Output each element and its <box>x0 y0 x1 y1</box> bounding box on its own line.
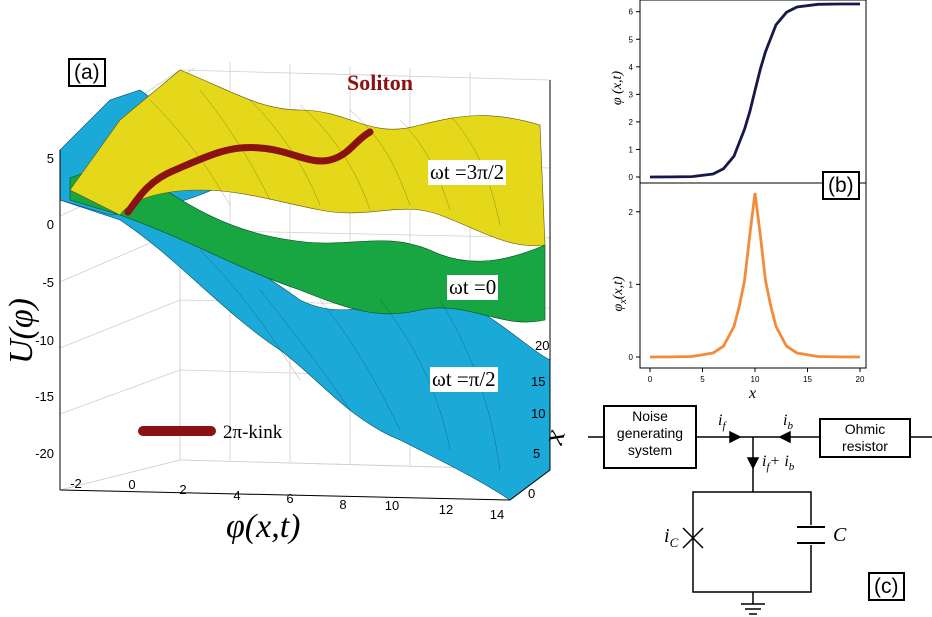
phix-ylabel: φx(x,t) <box>611 276 629 312</box>
svg-text:0: 0 <box>528 486 535 501</box>
panel-a-label: (a) <box>68 58 106 87</box>
svg-text:0: 0 <box>128 477 135 492</box>
z-axis-ticks: 0 5 10 15 20 <box>528 338 549 501</box>
y-tick-label: 0 <box>629 353 634 362</box>
kink-path <box>124 128 374 216</box>
svg-text:8: 8 <box>339 497 346 512</box>
svg-text:-10: -10 <box>35 333 54 348</box>
curve-label-0: ωt =0 <box>447 275 499 300</box>
phix-series-line <box>649 192 861 359</box>
surface-green <box>69 159 546 323</box>
phi-ylabel: φ (x,t) <box>610 70 625 106</box>
ib-label: ib <box>783 412 793 433</box>
y-tick-label: 2 <box>629 118 634 127</box>
svg-text:-5: -5 <box>42 275 54 290</box>
svg-text:2: 2 <box>179 482 186 497</box>
panel-b-label: (b) <box>822 171 860 200</box>
svg-text:4: 4 <box>233 488 240 503</box>
x-axis-label: φ(x,t) <box>226 508 301 545</box>
y-tick-label: 3 <box>629 90 634 99</box>
phi-series-line <box>649 2 860 179</box>
svg-text:0: 0 <box>47 217 54 232</box>
axes-lines <box>59 80 551 501</box>
svg-text:5: 5 <box>533 446 540 461</box>
y-tick-label: 6 <box>629 8 634 17</box>
svg-text:5: 5 <box>47 151 54 166</box>
phix-plot: 0 1 2 0 5 10 15 20 <box>629 182 867 384</box>
phi-y-ticks: 0 1 2 3 4 5 6 <box>629 8 640 182</box>
x-tick-label: 0 <box>648 375 653 384</box>
y-tick-label: 1 <box>629 145 634 154</box>
phix-x-ticks: 0 5 10 15 20 <box>648 368 865 384</box>
x-tick-label: 20 <box>856 375 865 384</box>
circuit-diagram <box>588 405 932 615</box>
phix-plot-frame <box>639 182 867 369</box>
y-axis-label: U(φ) <box>3 298 40 365</box>
soliton-title: Soliton <box>347 70 414 95</box>
x-axis-ticks: -2 0 2 4 6 8 10 12 14 <box>70 476 504 522</box>
ohmic-box-text: Ohmic resistor <box>842 421 888 454</box>
phi-plot: 0 1 2 3 4 5 6 <box>629 0 867 184</box>
y-tick-label: 2 <box>629 208 634 217</box>
y-axis-ticks: 5 0 -5 -10 -15 -20 <box>35 151 54 461</box>
x-tick-label: 15 <box>803 375 812 384</box>
svg-text:6: 6 <box>286 491 293 506</box>
phix-y-ticks: 0 1 2 <box>629 208 640 362</box>
y-tick-label: 4 <box>629 63 634 72</box>
phix-xlabel: x <box>749 385 757 402</box>
kink-legend-swatch <box>138 426 216 436</box>
svg-text:20: 20 <box>535 338 549 353</box>
ohmic-box-frame <box>819 418 911 458</box>
sum-label: if+ ib <box>762 453 795 474</box>
arrow-ib <box>778 430 791 444</box>
panel-c-label: (c) <box>868 572 905 601</box>
svg-text:-20: -20 <box>35 446 54 461</box>
y-tick-label: 5 <box>629 35 634 44</box>
if-label: if <box>718 412 726 433</box>
cap-label: C <box>833 524 847 546</box>
y-tick-label: 0 <box>629 173 634 182</box>
svg-text:10: 10 <box>531 406 545 421</box>
svg-text:-2: -2 <box>70 476 82 491</box>
junction-x-2 <box>682 527 704 549</box>
y-tick-label: 1 <box>629 280 634 289</box>
noise-box-text: Noise generating system <box>616 408 684 458</box>
x-tick-label: 10 <box>751 375 760 384</box>
svg-text:-15: -15 <box>35 389 54 404</box>
arrow-if <box>729 430 742 444</box>
curve-label-pi2: ωt =π/2 <box>430 367 498 392</box>
svg-text:15: 15 <box>531 374 545 389</box>
ic-label: iC <box>664 525 679 550</box>
kink-legend-label: 2π-kink <box>223 422 283 443</box>
surface-plot: 5 0 -5 -10 -15 -20 -2 0 2 4 6 8 10 12 14… <box>35 62 552 522</box>
arrow-sum <box>746 457 760 470</box>
x-tick-label: 5 <box>700 375 705 384</box>
svg-text:14: 14 <box>490 507 504 522</box>
svg-text:12: 12 <box>439 502 453 517</box>
curve-label-3pi2: ωt =3π/2 <box>428 160 507 185</box>
parallel-loop <box>692 491 812 593</box>
phi-plot-frame <box>639 0 867 184</box>
svg-text:10: 10 <box>385 498 399 513</box>
